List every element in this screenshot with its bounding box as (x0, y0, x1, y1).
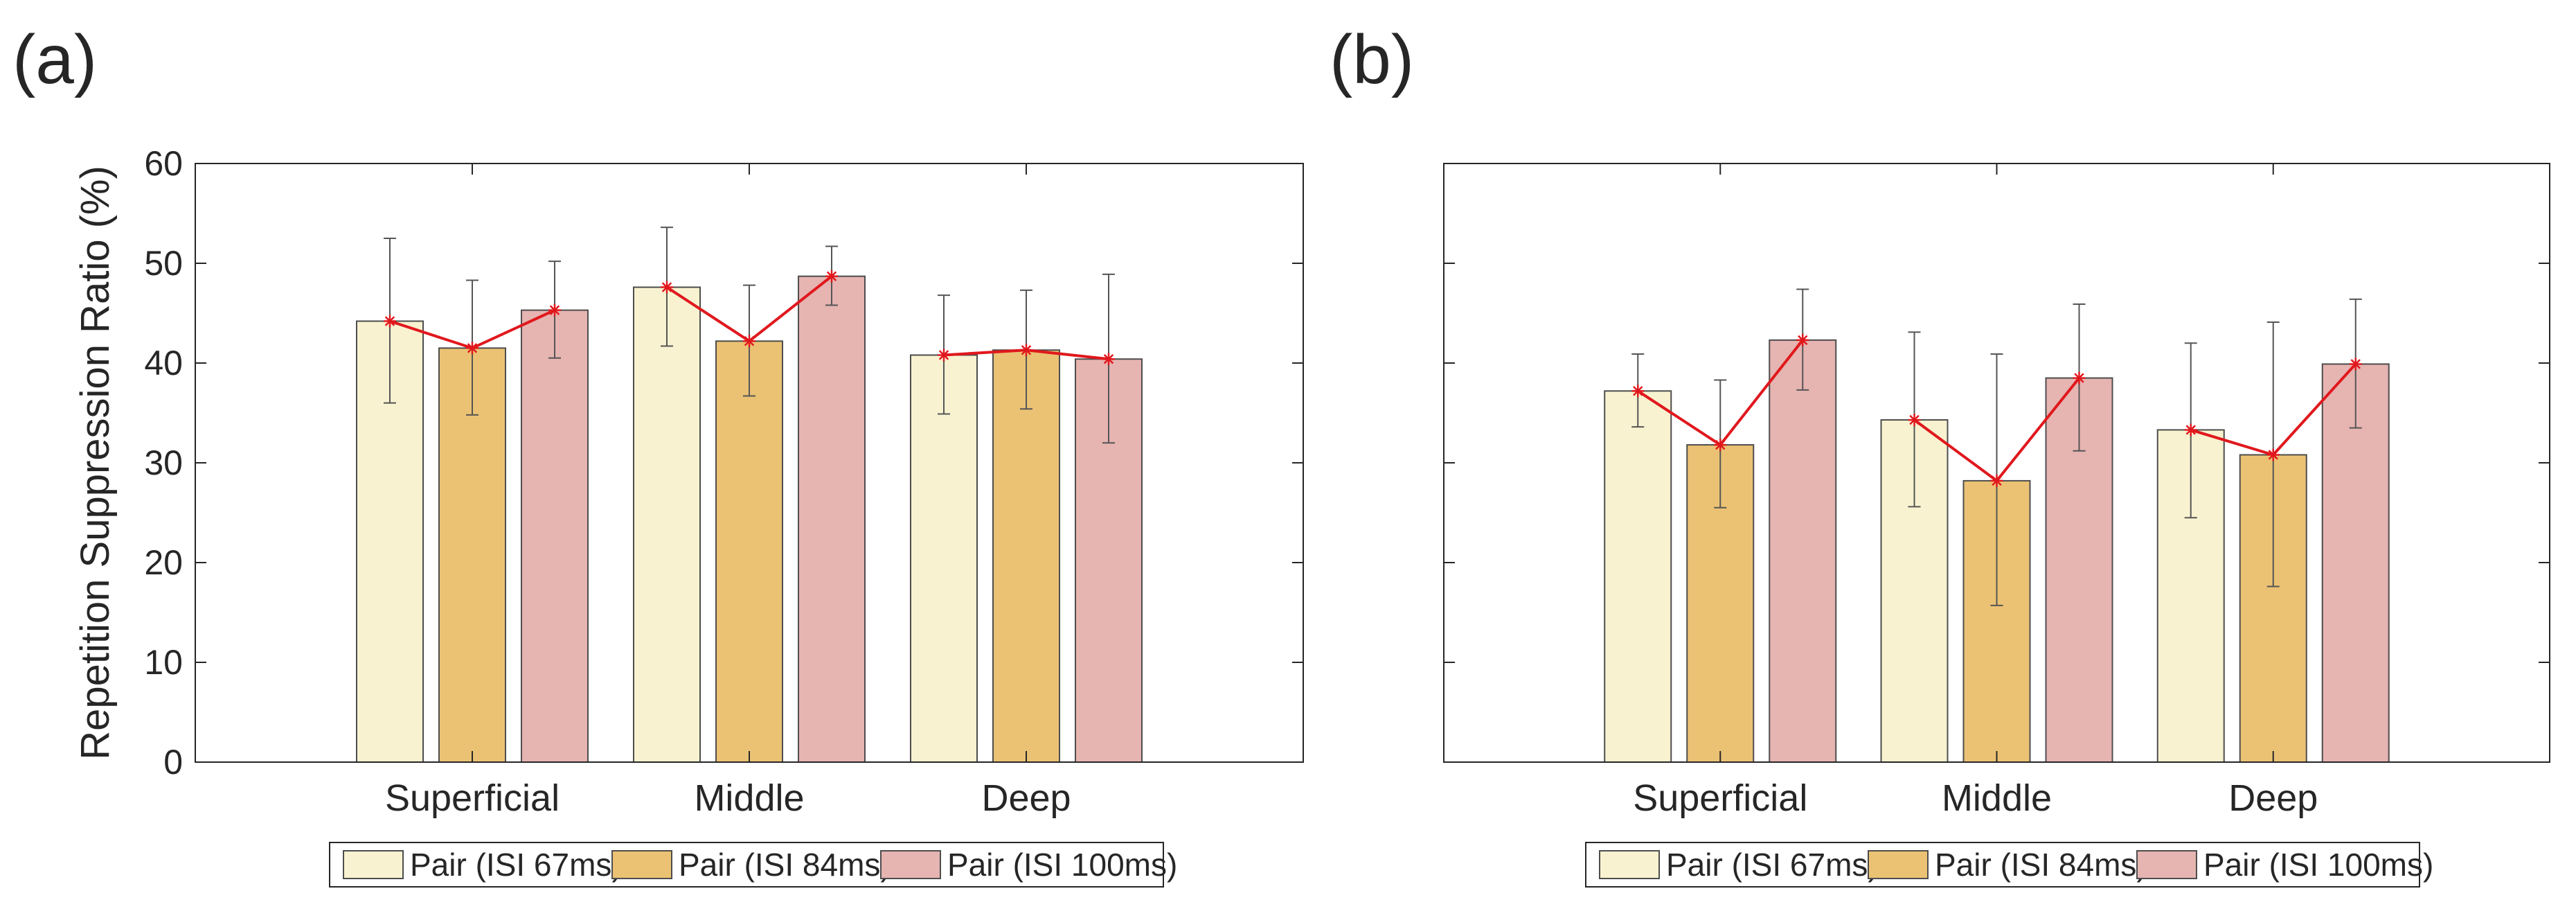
x-tick-label: Deep (981, 777, 1071, 819)
trend-marker (2266, 448, 2280, 461)
y-tick-label: 20 (144, 543, 183, 582)
bar (2321, 363, 2390, 763)
legend-label: Pair (ISI 100ms) (2203, 847, 2433, 883)
trend-marker (2073, 371, 2086, 385)
y-tick-label: 0 (163, 743, 183, 782)
trend-marker (1631, 385, 1645, 398)
bar (438, 347, 506, 763)
y-tick-label: 40 (144, 344, 183, 382)
legend-label: Pair (ISI 67ms) (410, 847, 623, 883)
trend-marker (1714, 439, 1727, 452)
legend-label: Pair (ISI 84ms) (679, 847, 891, 883)
x-tick-label: Superficial (385, 777, 560, 819)
legend-label: Pair (ISI 67ms) (1666, 847, 1879, 883)
bar (633, 286, 701, 763)
trend-marker (384, 315, 396, 328)
legend-swatch (2136, 850, 2197, 879)
bar (910, 354, 978, 763)
trend-marker (2184, 423, 2197, 436)
panel-label: (a) (12, 21, 97, 98)
legend-swatch (1599, 850, 1660, 879)
y-tick-label: 50 (144, 244, 183, 283)
legend-label: Pair (ISI 100ms) (947, 847, 1177, 883)
legend-box (329, 842, 1164, 888)
panel-label: (b) (1330, 21, 1414, 98)
y-tick-label: 60 (144, 144, 183, 183)
trend-marker (466, 342, 478, 355)
y-tick-label: 30 (144, 443, 183, 482)
x-tick-label: Superficial (1633, 777, 1807, 819)
trend-marker (743, 335, 755, 348)
bar (715, 340, 783, 763)
bar (1604, 390, 1672, 763)
legend-swatch (343, 850, 404, 879)
trend-marker (1102, 353, 1115, 366)
bar (798, 275, 866, 764)
legend: Pair (ISI 67ms) Pair (ISI 84ms) Pair (ISI … (329, 842, 1177, 888)
legend: Pair (ISI 67ms) Pair (ISI 84ms) Pair (ISI … (1585, 842, 2433, 888)
chart-panel-1: (a) 0 10 20 30 40 50 60 Superficial Middle Deep Rep… (12, 21, 1304, 888)
x-tick-label: Middle (694, 777, 804, 819)
trend-marker (1020, 344, 1032, 357)
x-tick-label: Deep (2228, 777, 2318, 819)
legend-label: Pair (ISI 84ms) (1935, 847, 2147, 883)
trend-marker (548, 303, 561, 317)
y-axis-label: Repetition Suppression Ratio (%) (73, 166, 118, 760)
legend-swatch (1868, 850, 1929, 879)
bar (521, 309, 589, 763)
bar (992, 349, 1060, 763)
bar (1769, 339, 1837, 763)
legend-swatch (611, 850, 672, 879)
x-tick-label: Middle (1942, 777, 2052, 819)
trend-marker (825, 270, 838, 283)
trend-marker (1990, 474, 2003, 487)
legend-box (1585, 842, 2420, 888)
trend-marker (1796, 333, 1809, 346)
trend-marker (1908, 414, 1921, 427)
trend-marker (661, 281, 673, 294)
trend-marker (938, 348, 950, 362)
legend-swatch (880, 850, 941, 879)
y-tick-label: 10 (144, 643, 183, 682)
trend-marker (2349, 358, 2362, 371)
